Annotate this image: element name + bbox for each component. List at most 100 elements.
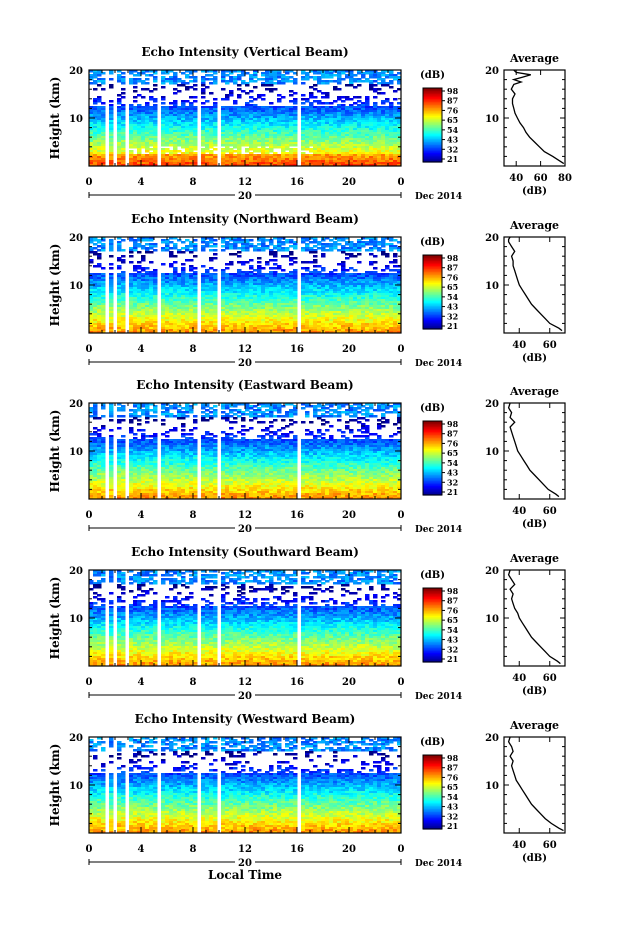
heatmap-cell xyxy=(305,146,310,149)
heatmap-cell xyxy=(109,156,114,159)
heatmap-cell xyxy=(209,124,214,127)
heatmap-cell xyxy=(381,160,386,163)
heatmap-cell xyxy=(389,142,394,145)
heatmap-cell xyxy=(249,267,254,270)
heatmap-cell xyxy=(169,78,174,81)
heatmap-cell xyxy=(377,126,382,129)
heatmap-cell xyxy=(93,253,98,256)
heatmap-cell xyxy=(241,261,246,264)
heatmap-cell xyxy=(377,72,382,75)
heatmap-cell xyxy=(265,160,270,163)
heatmap-cell xyxy=(181,130,186,133)
heatmap-cell xyxy=(353,128,358,131)
heatmap-cell xyxy=(373,118,378,121)
heatmap-cell xyxy=(241,130,246,133)
heatmap-cell xyxy=(325,102,330,105)
heatmap-cell xyxy=(273,122,278,125)
heatmap-cell xyxy=(381,237,386,240)
heatmap-cell xyxy=(253,146,258,149)
heatmap-cell xyxy=(101,122,106,125)
heatmap-cell xyxy=(353,152,358,155)
heatmap-cell xyxy=(365,241,370,244)
heatmap-cell xyxy=(117,142,122,145)
heatmap-cell xyxy=(225,134,230,137)
heatmap-cell xyxy=(317,108,322,111)
heatmap-cell xyxy=(365,98,370,101)
heatmap-cell xyxy=(129,130,134,133)
heatmap-cell xyxy=(193,239,198,242)
heatmap-cell xyxy=(353,124,358,127)
heatmap-cell xyxy=(301,158,306,161)
heatmap-cell xyxy=(133,108,138,111)
heatmap-cell xyxy=(289,140,294,143)
heatmap-cell xyxy=(317,156,322,159)
heatmap-cell xyxy=(277,74,282,77)
heatmap-cell xyxy=(181,134,186,137)
heatmap-cell xyxy=(377,142,382,145)
heatmap-cell xyxy=(205,124,210,127)
heatmap-cell xyxy=(293,245,298,248)
heatmap-cell xyxy=(169,76,174,79)
heatmap-cell xyxy=(121,116,126,119)
heatmap-cell xyxy=(129,80,134,83)
heatmap-cell xyxy=(265,114,270,117)
heatmap-cell xyxy=(117,247,122,250)
heatmap-cell xyxy=(333,241,338,244)
heatmap-cell xyxy=(101,112,106,115)
heatmap-cell xyxy=(341,156,346,159)
heatmap-cell xyxy=(165,80,170,83)
heatmap-cell xyxy=(225,120,230,123)
heatmap-cell xyxy=(381,148,386,151)
heatmap-cell xyxy=(229,106,234,109)
heatmap-cell xyxy=(141,110,146,113)
heatmap-cell xyxy=(173,78,178,81)
heatmap-cell xyxy=(189,158,194,161)
heatmap-cell xyxy=(229,76,234,79)
heatmap-cell xyxy=(89,156,94,159)
heatmap-cell xyxy=(181,251,186,254)
heatmap-cell xyxy=(273,120,278,123)
heatmap-cell xyxy=(393,138,398,141)
heatmap-cell xyxy=(377,150,382,153)
heatmap-cell xyxy=(313,156,318,159)
heatmap-cell xyxy=(173,164,178,167)
panel-title: Echo Intensity (Northward Beam) xyxy=(131,212,359,226)
heatmap-cell xyxy=(301,72,306,75)
heatmap-cell xyxy=(121,76,126,79)
heatmap-cell xyxy=(237,88,242,91)
heatmap-cell xyxy=(149,152,154,155)
heatmap-cell xyxy=(345,249,350,252)
heatmap-cell xyxy=(361,158,366,161)
heatmap-cell xyxy=(389,144,394,147)
heatmap-cell xyxy=(237,162,242,165)
heatmap-cell xyxy=(181,122,186,125)
heatmap-cell xyxy=(109,142,114,145)
heatmap-cell xyxy=(169,130,174,133)
heatmap-cell xyxy=(241,241,246,244)
heatmap-cell xyxy=(261,243,266,246)
heatmap-cell xyxy=(397,138,402,141)
heatmap-cell xyxy=(361,164,366,167)
heatmap-cell xyxy=(233,122,238,125)
heatmap-cell xyxy=(109,162,114,165)
heatmap-cell xyxy=(345,136,350,139)
heatmap-cell xyxy=(361,106,366,109)
heatmap-cell xyxy=(333,114,338,117)
heatmap-cell xyxy=(209,142,214,145)
heatmap-cell xyxy=(145,108,150,111)
heatmap-cell xyxy=(181,84,186,87)
heatmap-cell xyxy=(349,110,354,113)
heatmap-cell xyxy=(285,114,290,117)
heatmap-cell xyxy=(109,130,114,133)
heatmap-cell xyxy=(97,126,102,129)
heatmap-cell xyxy=(233,144,238,147)
heatmap-cell xyxy=(97,239,102,242)
heatmap-cell xyxy=(369,148,374,151)
heatmap-cell xyxy=(161,132,166,135)
heatmap-cell xyxy=(229,108,234,111)
heatmap-cell xyxy=(381,114,386,117)
x-tick-label: 16 xyxy=(290,177,304,188)
heatmap-cell xyxy=(101,146,106,149)
heatmap-cell xyxy=(121,162,126,165)
heatmap-cell xyxy=(253,72,258,75)
